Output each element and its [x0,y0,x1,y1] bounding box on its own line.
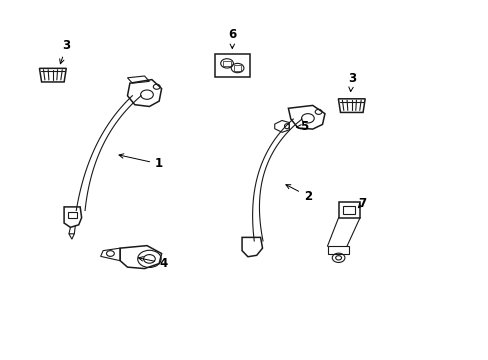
Text: 2: 2 [285,185,311,203]
Text: 1: 1 [119,154,163,170]
Text: 3: 3 [347,72,355,91]
Text: 5: 5 [296,121,307,134]
Text: 3: 3 [60,39,70,64]
Text: 7: 7 [358,197,366,210]
Text: 6: 6 [228,28,236,49]
Text: 4: 4 [138,257,168,270]
